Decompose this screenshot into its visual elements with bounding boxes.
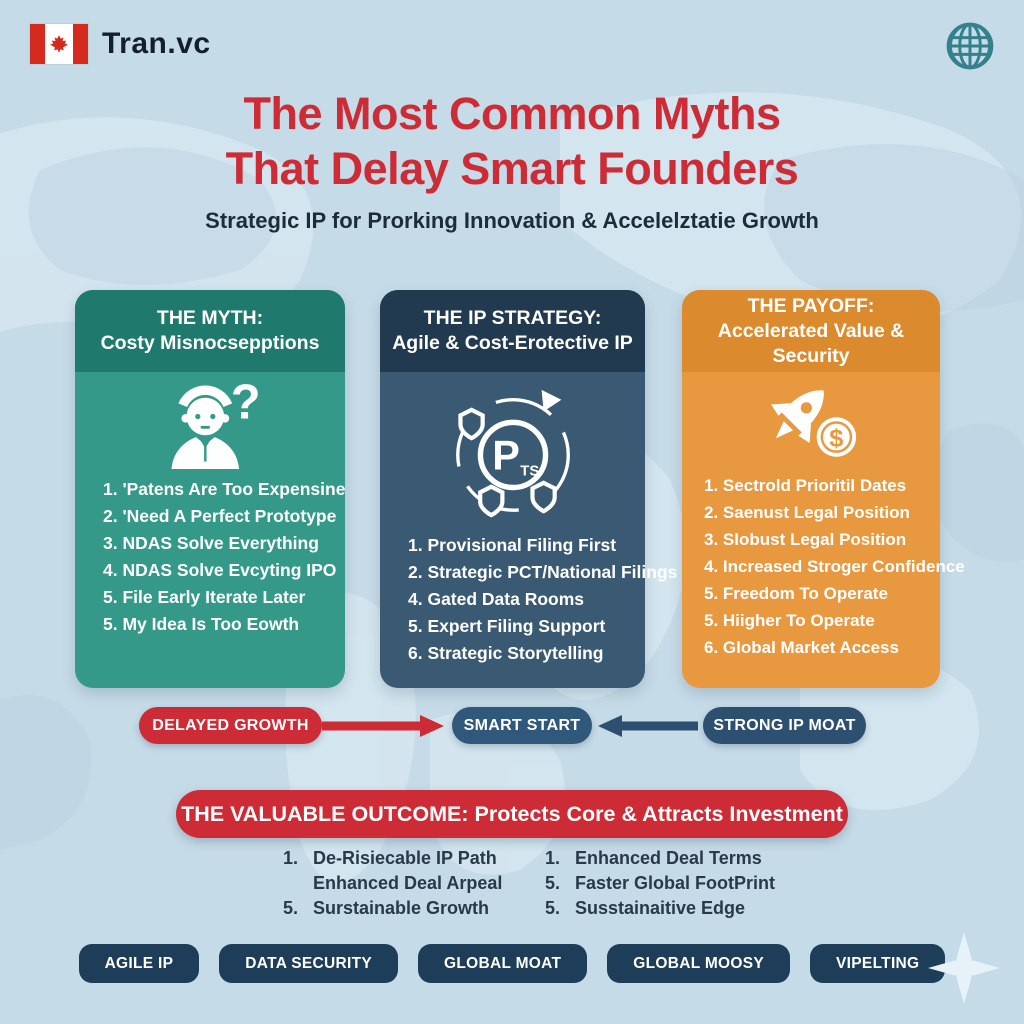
brand-name: Tran.vc [102,27,211,60]
list-item: 6. Strategic Storytelling [408,643,604,663]
tag-pill: DATA SECURITY [219,944,399,983]
brand-logo: Tran.vc [30,24,211,64]
smart-start-pill: SMART START [452,707,592,744]
outcome-item: 1. Enhanced Deal Terms [545,846,775,871]
list-item: 3. Slobust Legal Position [704,530,907,549]
payoff-card: THE PAYOFF: Accelerated Value & Security… [682,290,965,688]
outcome-item-text: De-Risiecable IP Path [313,848,497,868]
outcome-item: 5. Faster Global FootPrint [545,871,775,896]
payoff-header-line2: Accelerated Value & Security [717,319,905,367]
outcome-item-num: 1. [283,848,299,868]
list-item: 5. Freedom To Operate [704,584,888,603]
outcome-item: 1. De-Risiecable IP Path [283,846,502,871]
canada-flag-icon [30,24,88,64]
list-item: 2. 'Need A Perfect Prototype [103,506,337,526]
title-line-2: That Delay Smart Founders [225,143,799,194]
strategy-card-header: THE IP STRATEGY: Agile & Cost-Erotective… [380,290,645,372]
outcome-item-num [283,871,313,896]
outcome-item-text: Enhanced Deal Arpeal [313,873,503,893]
outcome-item: 5. Surstainable Growth [283,896,502,921]
globe-icon [942,18,998,79]
confused-person-icon: ? [75,372,345,476]
strategy-card: THE IP STRATEGY: Agile & Cost-Erotective… [380,290,678,688]
outcome-item: 5. Susstainaitive Edge [545,896,775,921]
page-title: The Most Common Myths That Delay Smart F… [0,86,1024,196]
payoff-list: 1. Sectrold Prioritil Dates 2. Saenust L… [682,472,965,661]
list-item: 5. Expert Filing Support [408,616,606,636]
tag-pill: AGILE IP [78,944,200,983]
outcome-item-text: Enhanced Deal Terms [575,848,762,868]
outcome-item-num: 5. [283,898,299,918]
patent-shield-cycle-icon: P TS [380,372,645,532]
list-item: 6. Global Market Access [704,638,899,657]
list-item: 2. Saenust Legal Position [704,503,910,522]
list-item: 2. Strategic PCT/National Filings [408,562,678,582]
myth-card: THE MYTH: Costy Misnocsepptions ? [75,290,345,688]
rocket-money-icon: $ [682,372,940,472]
list-item: 5. My Idea Is Too Eowth [103,614,300,634]
outcome-item-text: Susstainaitive Edge [575,898,746,918]
list-item: 5. Hiigher To Operate [704,611,875,630]
list-item: 5. File Early Iterate Later [103,587,306,607]
navy-arrow-icon [598,715,698,737]
strategy-header-line2: Agile & Cost-Erotective IP [392,332,633,354]
payoff-header-line1: THE PAYOFF: [747,294,875,317]
tag-pill: VIPELTING [810,944,946,983]
payoff-card-header: THE PAYOFF: Accelerated Value & Security [682,290,940,372]
list-item: 4. NDAS Solve Evcyting IPO [103,560,337,580]
myth-header-line1: THE MYTH: [156,307,264,329]
list-item: 4. Increased Stroger Confidence [704,557,965,576]
list-item: 1. Sectrold Prioritil Dates [704,476,907,495]
strategy-list: 1. Provisional Filing First 2. Strategic… [380,532,678,667]
title-line-1: The Most Common Myths [243,88,782,139]
strategy-header-line1: THE IP STRATEGY: [423,307,602,329]
tag-row: AGILE IP DATA SECURITY GLOBAL MOAT GLOBA… [0,944,1024,983]
red-arrow-icon [322,715,444,737]
outcome-item: Enhanced Deal Arpeal [283,871,502,896]
outcome-list-right: 1. Enhanced Deal Terms 5. Faster Global … [545,846,775,921]
list-item: 4. Gated Data Rooms [408,589,585,609]
list-item: 1. Provisional Filing First [408,535,617,555]
svg-text:TS: TS [520,464,539,480]
tag-pill: GLOBAL MOAT [418,944,588,983]
svg-text:$: $ [829,424,843,452]
strong-ip-moat-pill: STRONG IP MOAT [703,707,866,744]
list-item: 1. 'Patens Are Too Expensine [103,479,346,499]
outcome-list-left: 1. De-Risiecable IP Path Enhanced Deal A… [283,846,502,921]
list-item: 3. NDAS Solve Everything [103,533,319,553]
outcome-item-text: Faster Global FootPrint [575,873,776,893]
svg-text:P: P [492,432,520,479]
page-subtitle: Strategic IP for Prorking Innovation & A… [205,208,819,233]
maple-leaf-icon [50,35,68,53]
tag-pill: GLOBAL MOOSY [607,944,791,983]
myth-header-line2: Costy Misnocsepptions [100,332,320,354]
outcome-item-num: 1. [545,848,561,868]
myth-list: 1. 'Patens Are Too Expensine 2. 'Need A … [75,476,345,638]
outcome-item-text: Surstainable Growth [313,898,490,918]
svg-text:?: ? [231,376,261,429]
delayed-growth-pill: DELAYED GROWTH [139,707,322,744]
myth-card-header: THE MYTH: Costy Misnocsepptions [75,290,345,372]
outcome-banner: THE VALUABLE OUTCOME: Protects Core & At… [176,790,848,838]
outcome-item-num: 5. [545,873,561,893]
outcome-item-num: 5. [545,898,561,918]
